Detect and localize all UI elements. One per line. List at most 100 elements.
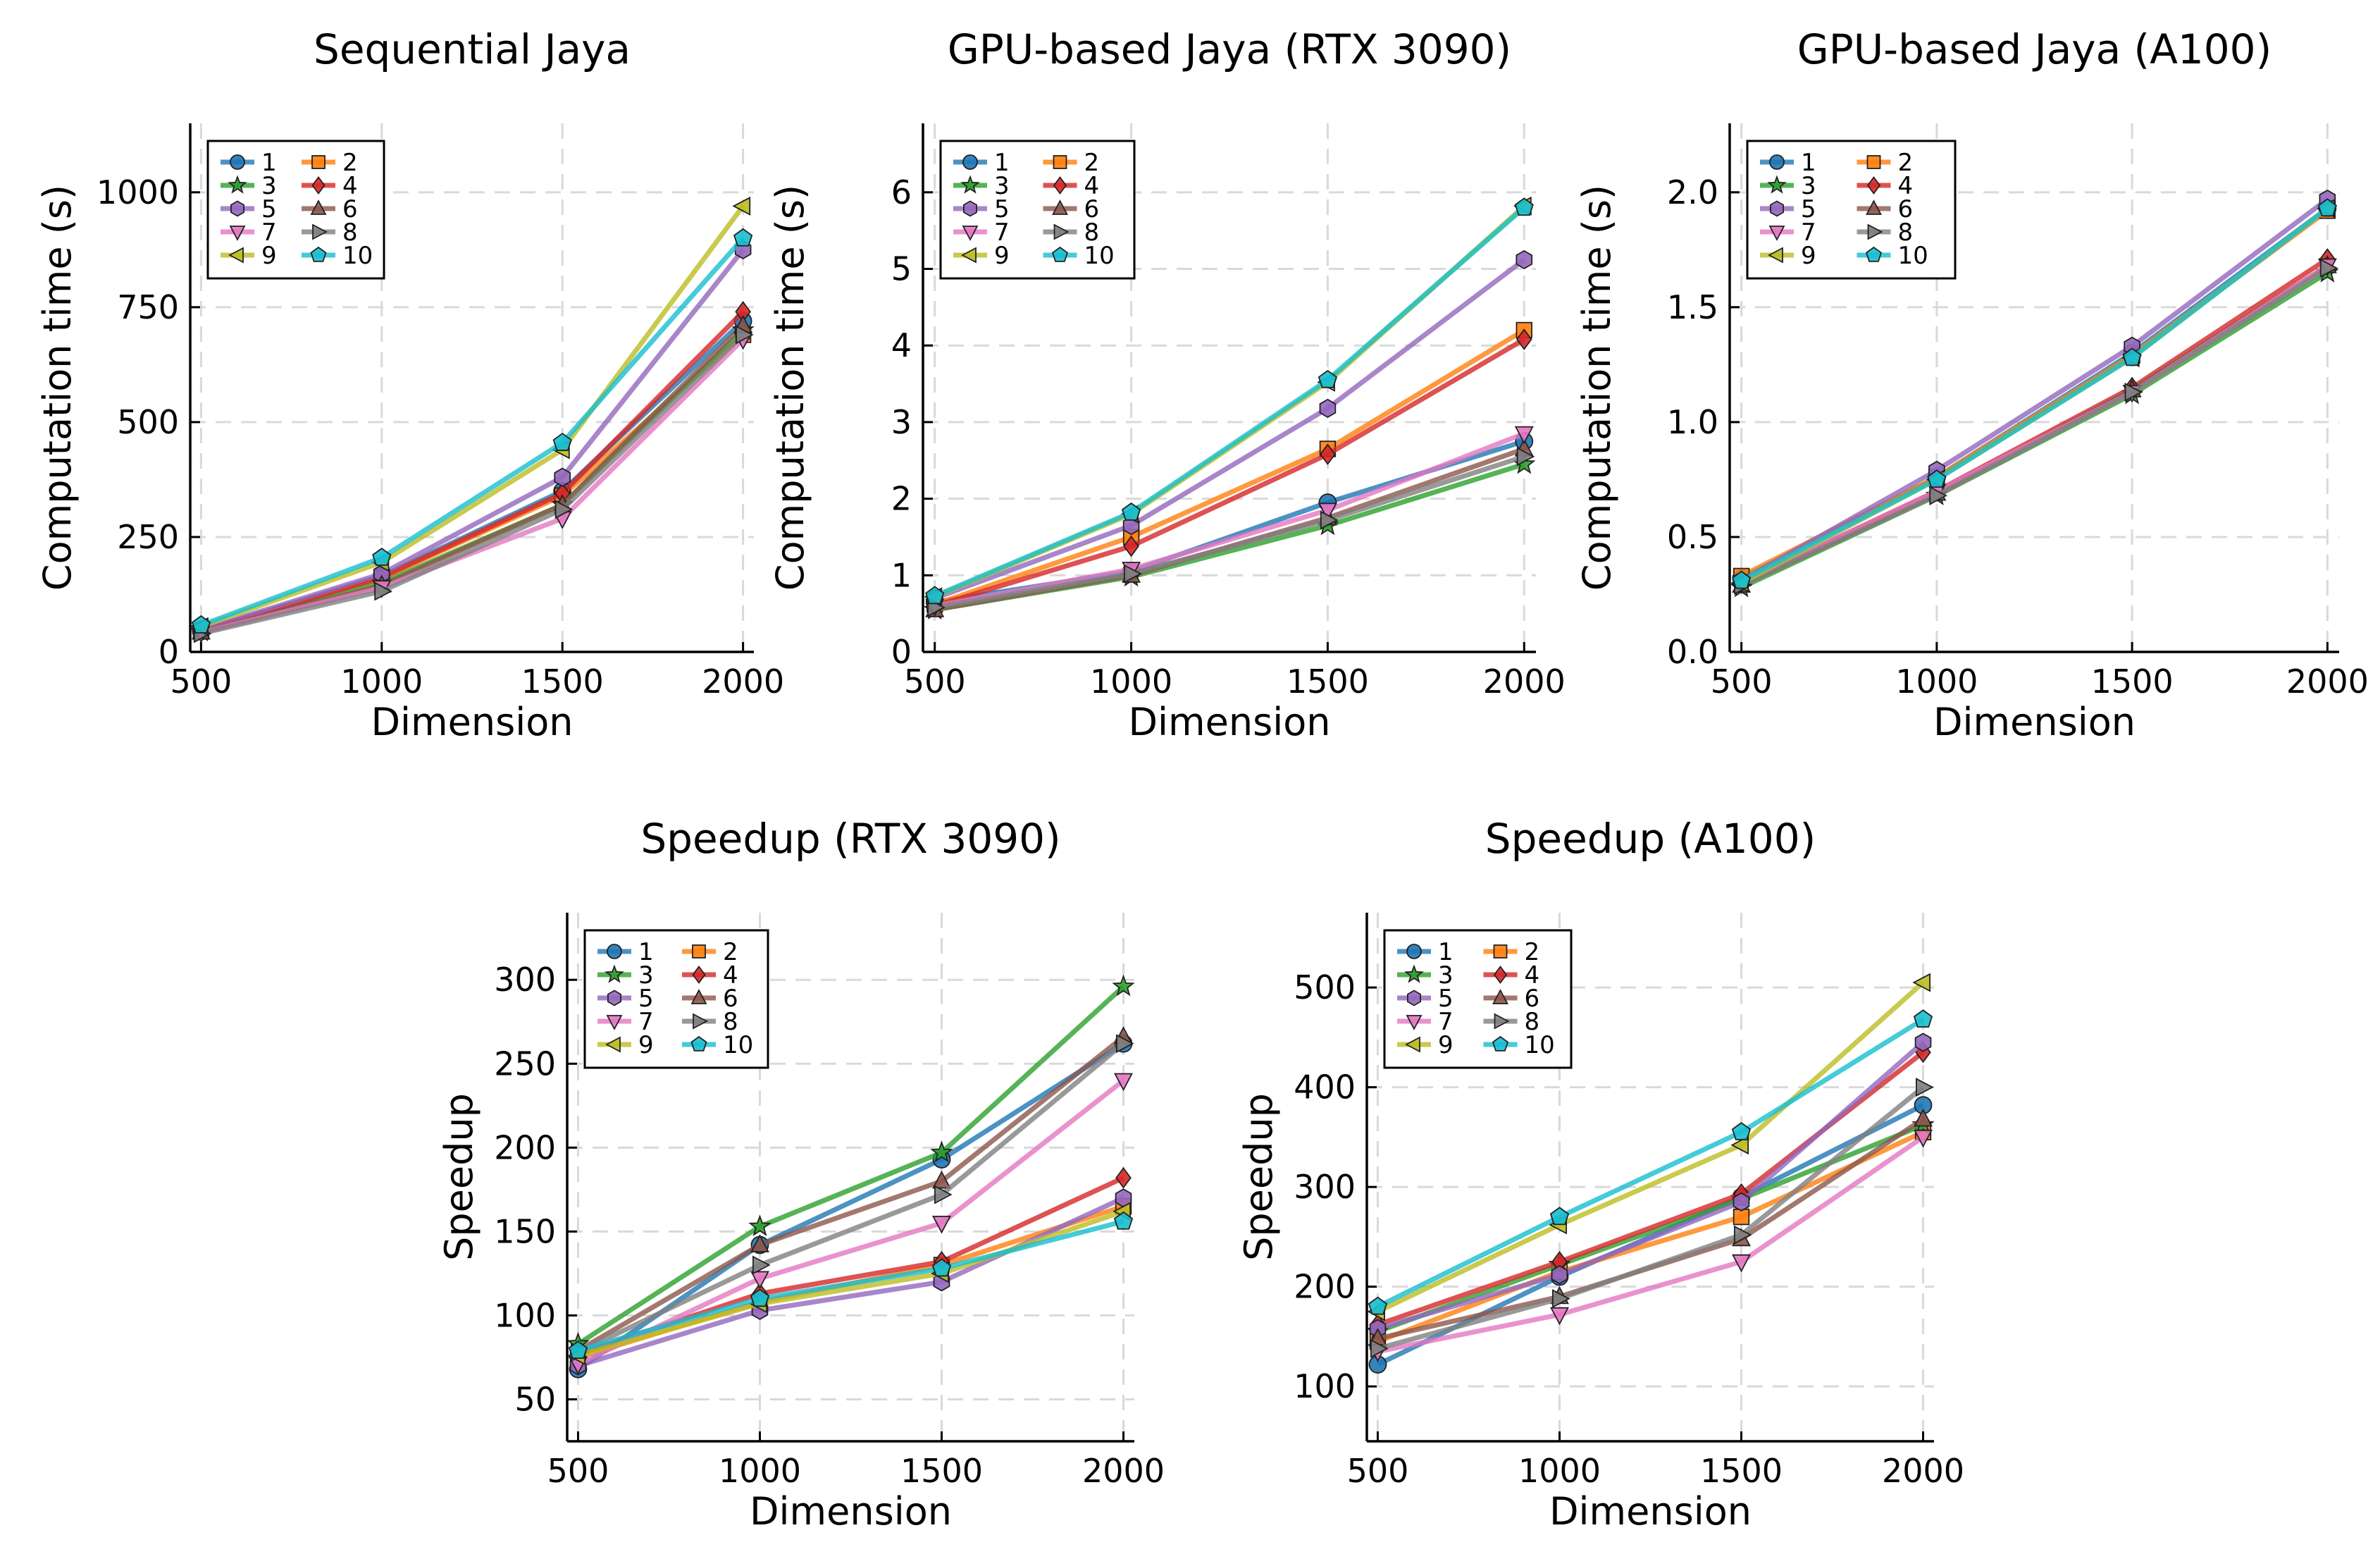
- legend-label: 3: [261, 172, 277, 200]
- legend-label: 3: [1438, 961, 1454, 990]
- legend-label: 6: [1084, 195, 1100, 223]
- legend-marker: [607, 944, 622, 959]
- x-axis-label: Dimension: [1933, 700, 2136, 744]
- y-tick-label: 100: [494, 1296, 556, 1334]
- x-tick-label: 1000: [1090, 662, 1172, 701]
- y-tick-label: 100: [1294, 1367, 1356, 1405]
- series-line: [934, 446, 1525, 612]
- x-axis-label: Dimension: [750, 1489, 952, 1534]
- y-tick-label: 5: [891, 250, 912, 288]
- x-tick-label: 500: [1711, 662, 1773, 701]
- data-point: [932, 1215, 951, 1234]
- legend-label: 8: [723, 1008, 738, 1036]
- x-tick-label: 1000: [1895, 662, 1978, 701]
- legend-label: 2: [723, 938, 738, 966]
- data-point: [1549, 1207, 1570, 1226]
- legend-marker: [692, 965, 706, 985]
- x-tick-label: 2000: [1882, 1452, 1964, 1490]
- legend-label: 6: [723, 985, 738, 1013]
- legend-label: 3: [994, 172, 1010, 200]
- y-tick-label: 150: [494, 1212, 556, 1250]
- x-tick-label: 1500: [900, 1452, 983, 1490]
- series-3: [190, 318, 755, 642]
- legend-label: 8: [1898, 218, 1914, 247]
- legend-label: 1: [638, 938, 654, 966]
- data-point: [1516, 447, 1535, 467]
- series-line: [1377, 1135, 1925, 1355]
- x-tick-label: 500: [1347, 1452, 1409, 1490]
- legend-marker: [1768, 226, 1785, 241]
- data-point: [1121, 502, 1141, 521]
- legend-label: 9: [261, 242, 277, 270]
- data-point: [1912, 973, 1931, 992]
- series-7: [568, 1073, 1134, 1375]
- series-line: [934, 328, 1526, 607]
- legend-label: 6: [1898, 195, 1914, 223]
- legend-marker: [230, 154, 245, 170]
- legend-label: 7: [261, 218, 277, 247]
- data-point: [1112, 974, 1135, 997]
- legend-marker: [1405, 1036, 1420, 1053]
- legend-marker: [311, 175, 326, 195]
- legend-marker: [1866, 199, 1882, 215]
- legend-marker: [1492, 989, 1508, 1004]
- panel-5: Speedup (A100)500 1000 1500 200010020030040…: [1237, 815, 1964, 1534]
- panel-1: Sequential Jaya 500 1000 1500 2000 0 250 500 750…: [35, 25, 784, 744]
- legend-marker: [690, 1035, 707, 1052]
- legend-label: 9: [994, 242, 1010, 270]
- data-point: [554, 500, 574, 519]
- legend-marker: [1404, 964, 1424, 983]
- legend-label: 7: [994, 218, 1010, 247]
- series-4: [926, 328, 1532, 617]
- series-line: [1377, 1040, 1925, 1331]
- data-point: [1732, 570, 1752, 589]
- data-point: [1733, 1208, 1750, 1226]
- y-tick-label: 1.0: [1667, 403, 1718, 441]
- series-8: [1370, 1078, 1934, 1358]
- series-8: [570, 1034, 1134, 1362]
- y-tick-label: 200: [1294, 1268, 1356, 1306]
- data-point: [1370, 1338, 1389, 1358]
- panel-3: GPU-based Jaya (A100) 500 1000 1500 2000 0.0 0…: [1575, 25, 2369, 744]
- data-point: [2124, 383, 2143, 402]
- data-point: [1551, 1265, 1568, 1285]
- data-point: [1732, 1254, 1751, 1273]
- data-point: [736, 325, 754, 345]
- data-point: [1516, 328, 1532, 350]
- x-tick-label: 500: [904, 662, 966, 701]
- legend-label: 6: [342, 195, 358, 223]
- data-point: [552, 432, 572, 451]
- series-line: [200, 248, 745, 633]
- legend-label: 7: [1438, 1008, 1454, 1036]
- data-point: [1731, 1122, 1752, 1140]
- x-axis-label: Dimension: [1549, 1489, 1752, 1534]
- series-line: [934, 431, 1525, 609]
- data-point: [930, 1140, 953, 1163]
- x-axis-label: Dimension: [371, 700, 573, 744]
- series-3: [566, 974, 1135, 1354]
- legend-marker: [1053, 223, 1070, 240]
- data-point: [1514, 197, 1534, 216]
- x-tick-label: 1000: [1518, 1452, 1601, 1490]
- series-1: [925, 432, 1534, 612]
- y-tick-label: 300: [1294, 1168, 1356, 1206]
- y-tick-label: 50: [514, 1380, 556, 1418]
- legend-label: 8: [1525, 1008, 1540, 1036]
- legend-marker: [310, 246, 327, 262]
- x-tick-label: 1000: [719, 1452, 801, 1490]
- data-point: [1320, 510, 1339, 530]
- legend-label: 1: [1438, 938, 1454, 966]
- legend-marker: [311, 155, 326, 169]
- data-point: [1734, 1225, 1752, 1245]
- legend-label: 10: [723, 1031, 753, 1059]
- legend-label: 5: [994, 195, 1010, 223]
- series-line: [1376, 980, 1925, 1314]
- legend-label: 3: [638, 961, 654, 990]
- data-point: [1733, 1192, 1750, 1212]
- y-axis-label: Speedup: [437, 1093, 481, 1261]
- data-point: [1730, 1135, 1749, 1155]
- legend-label: 9: [638, 1031, 654, 1059]
- legend-marker: [1051, 246, 1069, 262]
- series-1: [1368, 1096, 1933, 1374]
- legend-label: 2: [1525, 938, 1540, 966]
